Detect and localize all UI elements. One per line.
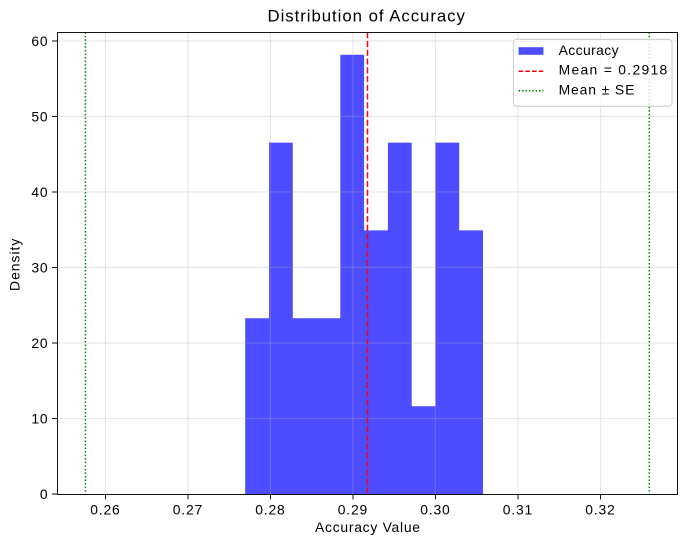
svg-text:60: 60 [31, 33, 48, 49]
svg-text:30: 30 [31, 259, 48, 275]
svg-text:40: 40 [31, 184, 48, 200]
svg-text:0.31: 0.31 [503, 502, 533, 518]
svg-text:Mean = 0.2918: Mean = 0.2918 [559, 62, 669, 78]
svg-text:Accuracy Value: Accuracy Value [315, 519, 421, 535]
svg-text:Accuracy: Accuracy [559, 42, 619, 58]
svg-text:Mean ± SE: Mean ± SE [559, 81, 636, 97]
svg-text:0.26: 0.26 [90, 502, 120, 518]
svg-text:0.30: 0.30 [420, 502, 450, 518]
svg-text:0.27: 0.27 [173, 502, 203, 518]
svg-text:0.28: 0.28 [255, 502, 285, 518]
svg-text:0.29: 0.29 [338, 502, 368, 518]
svg-text:0: 0 [40, 486, 49, 502]
svg-text:0.32: 0.32 [585, 502, 615, 518]
svg-text:Distribution of Accuracy: Distribution of Accuracy [268, 7, 466, 26]
svg-text:20: 20 [31, 335, 48, 351]
svg-text:10: 10 [31, 410, 48, 426]
svg-text:50: 50 [31, 108, 48, 124]
svg-text:Density: Density [7, 238, 23, 291]
